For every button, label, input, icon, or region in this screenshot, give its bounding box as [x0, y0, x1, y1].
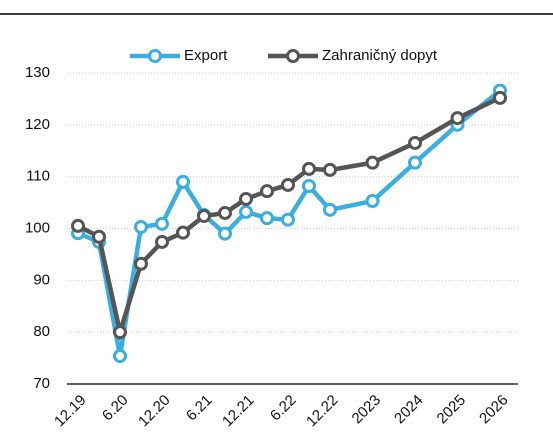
point [281, 212, 295, 227]
point [260, 184, 274, 199]
x-tick-label: 2026 [476, 392, 512, 428]
point [71, 218, 85, 233]
point [134, 219, 148, 234]
point [155, 234, 169, 249]
point [113, 349, 127, 364]
point [92, 229, 106, 244]
point [281, 177, 295, 192]
point [134, 256, 148, 271]
y-tick-label: 120 [25, 116, 50, 133]
y-tick-label: 70 [33, 375, 50, 392]
point [323, 202, 337, 217]
point [302, 161, 316, 176]
point [323, 162, 337, 177]
point [113, 325, 127, 340]
x-tick-label: 12.20 [135, 392, 174, 431]
legend-label: Zahraničný dopyt [322, 47, 438, 64]
x-tick-label: 12.19 [51, 392, 90, 431]
legend-marker [148, 49, 162, 63]
y-tick-label: 80 [33, 323, 50, 340]
point [302, 178, 316, 193]
point [176, 174, 190, 189]
point [450, 111, 465, 126]
point [365, 155, 380, 170]
point [197, 209, 211, 224]
point [365, 194, 380, 209]
y-tick-label: 100 [25, 219, 50, 236]
x-tick-label: 2024 [391, 392, 427, 428]
x-tick-label: 2025 [434, 392, 470, 428]
y-tick-label: 90 [33, 271, 50, 288]
legend-marker [286, 49, 300, 63]
x-tick-label: 2023 [349, 392, 385, 428]
point [493, 90, 507, 105]
point [408, 155, 422, 170]
point [239, 191, 253, 206]
point [260, 211, 274, 226]
x-tick-label: 6.20 [99, 392, 132, 425]
y-tick-label: 130 [25, 64, 50, 81]
point [408, 135, 422, 150]
point [176, 225, 190, 240]
point [218, 205, 232, 220]
point [155, 216, 169, 231]
x-tick-label: 6.22 [267, 392, 300, 425]
legend-label: Export [184, 47, 228, 64]
y-tick-label: 110 [26, 168, 50, 185]
x-tick-label: 12.22 [303, 392, 342, 431]
x-tick-label: 12.21 [219, 392, 258, 431]
point [239, 204, 253, 219]
x-tick-label: 6.21 [183, 392, 216, 425]
point [218, 226, 232, 241]
